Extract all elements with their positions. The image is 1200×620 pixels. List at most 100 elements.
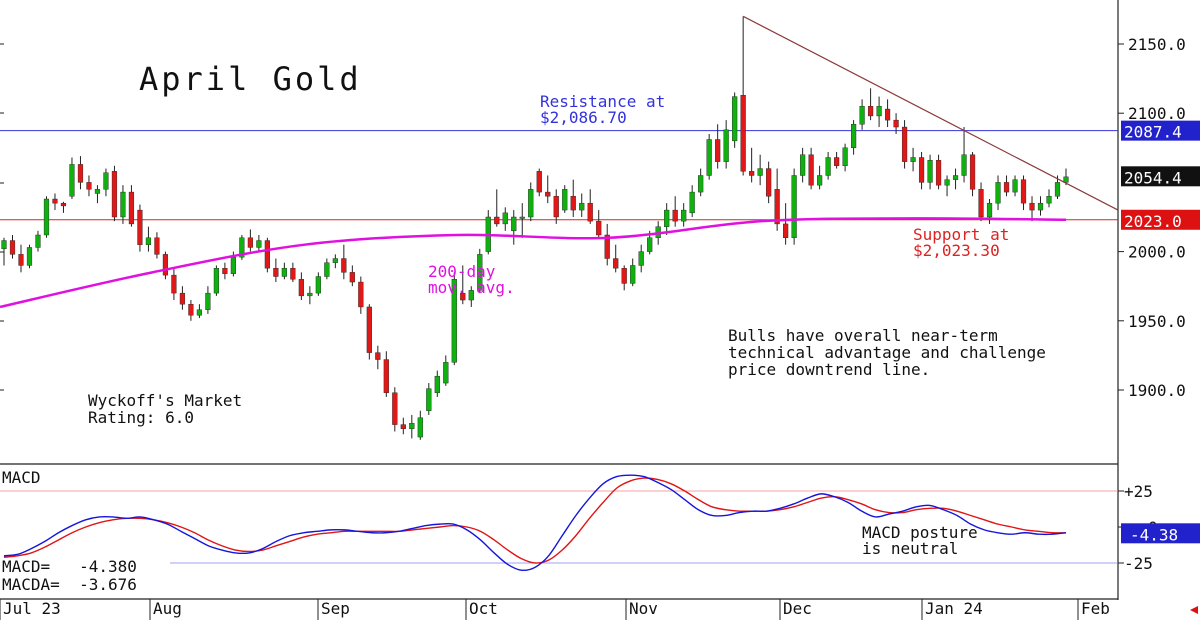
price-tag (1121, 209, 1200, 230)
candle-body (247, 237, 253, 248)
candle-body (519, 216, 525, 219)
candle-body (978, 189, 984, 218)
candle-body (205, 292, 211, 310)
candle (621, 265, 627, 291)
candle (26, 244, 33, 269)
candle (545, 175, 551, 204)
x-axis-label: Nov (629, 599, 658, 618)
candle-body (630, 265, 636, 284)
candle (1, 237, 7, 266)
candle (681, 203, 687, 227)
candle-body (9, 240, 16, 255)
price-y-tick-label: 1950.0 (1128, 312, 1186, 331)
candle-body (817, 175, 823, 186)
candle (1020, 175, 1027, 211)
candle-body (120, 191, 126, 218)
candle-body (60, 202, 67, 207)
candle (519, 203, 525, 238)
macd-y-tick-label: -25 (1124, 554, 1153, 573)
candle-body (952, 175, 959, 180)
annotation-line-1: Bulls have overall near-term (728, 326, 998, 345)
chart-title: April Gold (139, 60, 362, 98)
candle (298, 272, 304, 301)
scroll-left-arrow-icon[interactable] (1190, 606, 1198, 614)
candle-body (502, 212, 508, 225)
candle (825, 151, 831, 180)
candle-body (596, 220, 602, 236)
candle (969, 151, 976, 197)
candle (834, 151, 840, 169)
candle (952, 168, 959, 190)
candle (562, 185, 568, 213)
candle-body (468, 290, 474, 301)
candle-body (290, 268, 296, 280)
candle-body (774, 189, 780, 225)
candle-body (715, 139, 721, 162)
candle-body (791, 175, 797, 238)
downtrend-line (742, 15, 1119, 211)
candle-body (944, 179, 950, 186)
candle-body (918, 157, 925, 183)
macd-title: MACD (2, 468, 41, 487)
candle-body (239, 237, 245, 258)
support-label-line2: $2,023.30 (913, 241, 1000, 260)
candle-body (196, 309, 203, 316)
price-tag (1121, 120, 1200, 141)
candle-body (689, 191, 695, 214)
macd-tag-label: -4.38 (1130, 525, 1178, 544)
candle (103, 168, 109, 197)
candle (375, 345, 381, 370)
chart-frame: 2150.0 2100.0 2000.0 1950.0 1900.0 (0, 0, 1186, 600)
candle-body (808, 154, 814, 186)
candle (443, 355, 449, 386)
candle (995, 175, 1001, 211)
candle-body (1054, 182, 1061, 197)
candle (876, 96, 882, 128)
candle (1046, 189, 1052, 208)
annotation-line-2: technical advantage and challenge (728, 343, 1046, 362)
candle (128, 185, 135, 227)
candle (1012, 175, 1018, 197)
candle-body (307, 292, 313, 297)
candle-body (230, 256, 236, 274)
x-axis-label: Sep (321, 599, 350, 618)
candle (60, 201, 67, 213)
candle-body (392, 392, 398, 425)
macd-series-macd (3, 474, 1067, 572)
support-label-line1: Support at (913, 225, 1009, 244)
candle-body (43, 198, 50, 236)
candle (1029, 196, 1035, 222)
price-y-tick-label: 2000.0 (1128, 243, 1186, 262)
candle (851, 120, 857, 155)
candle (196, 304, 203, 319)
candle-body (562, 189, 568, 211)
price-y-tick-label: 2100.0 (1128, 104, 1186, 123)
candle-body (460, 292, 466, 301)
candle-body (587, 202, 593, 222)
candle (290, 262, 296, 283)
candle-body (783, 223, 789, 238)
candle-body (1012, 179, 1018, 193)
candle-body (281, 268, 287, 277)
candle-body (18, 254, 24, 266)
price-panel: 2087.4 2054.4 2023.0 (0, 15, 1200, 440)
candle-body (604, 234, 610, 259)
candle-body (851, 124, 857, 149)
candle (502, 207, 508, 231)
candle (86, 175, 92, 197)
candle (817, 165, 823, 190)
candle (808, 147, 814, 190)
macd-y-tick-label: +25 (1124, 482, 1153, 501)
candle (706, 133, 712, 180)
candle (901, 120, 908, 169)
candle (43, 196, 50, 238)
candle-body (825, 157, 831, 176)
macd-readout-line-1: MACD= -4.380 (2, 557, 137, 576)
resistance-label-line1: Resistance at (540, 92, 665, 111)
candle-body (213, 268, 220, 294)
candle (740, 16, 746, 176)
candle (179, 286, 186, 310)
x-axis-label: Oct (469, 599, 498, 618)
candle-body (434, 375, 440, 393)
